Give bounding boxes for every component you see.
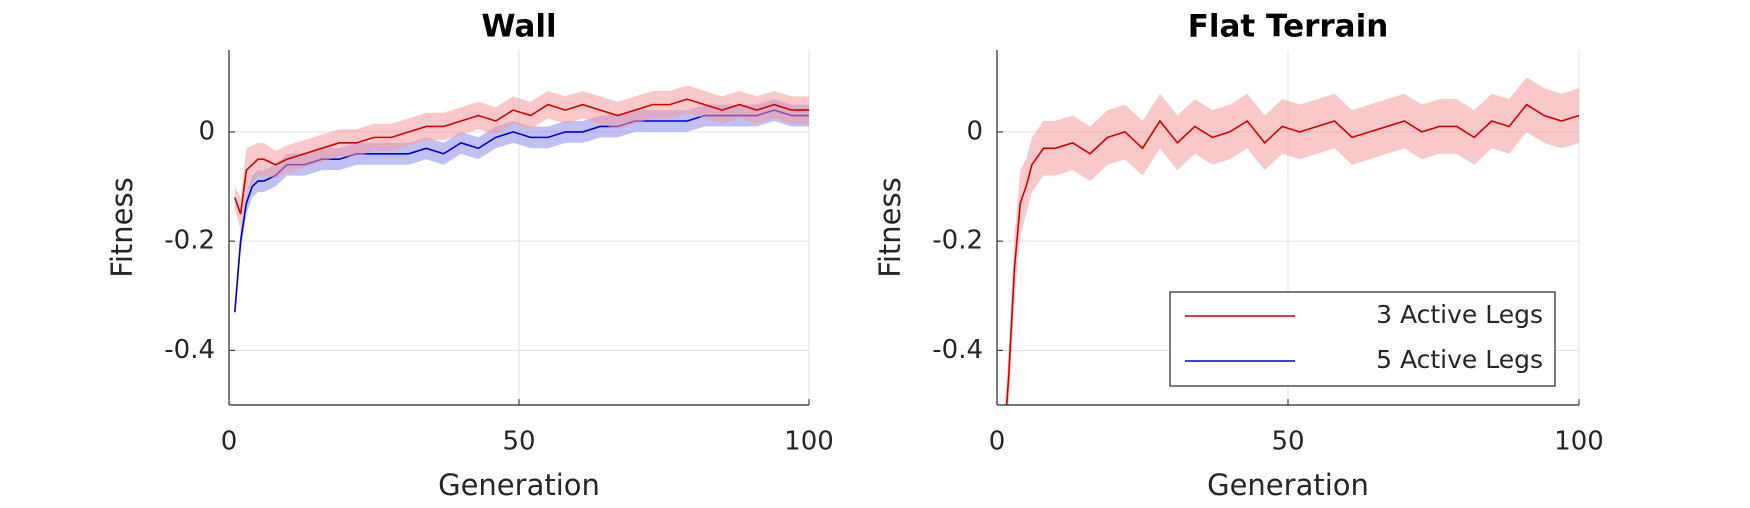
y-tick-label: -0.4 [932, 335, 983, 365]
x-axis-label: Generation [1207, 468, 1369, 502]
x-tick-label: 0 [221, 427, 238, 457]
y-axis-label: Fitness [105, 177, 139, 277]
legend-label: 3 Active Legs [1376, 300, 1543, 329]
y-tick-label: -0.2 [932, 226, 983, 256]
series-line [1005, 103, 1579, 405]
y-tick-label: -0.2 [164, 226, 215, 256]
plot-area [1005, 77, 1579, 405]
legend-label: 5 Active Legs [1376, 345, 1543, 374]
legend-box [1169, 291, 1556, 387]
series-line [234, 98, 809, 215]
x-tick-label: 100 [784, 427, 834, 457]
chart-title: Flat Terrain [1188, 9, 1389, 45]
x-tick-label: 50 [1271, 427, 1304, 457]
y-tick-label: -0.4 [164, 335, 215, 365]
error-band [1005, 77, 1579, 405]
x-tick-label: 50 [502, 427, 535, 457]
y-tick-label: 0 [966, 116, 983, 146]
error-band [234, 85, 809, 231]
y-tick-label: 0 [198, 116, 215, 146]
x-tick-label: 100 [1554, 427, 1604, 457]
y-axis-label: Fitness [873, 177, 907, 277]
plot-area [234, 85, 809, 318]
x-tick-label: 0 [989, 427, 1006, 457]
x-axis-label: Generation [438, 468, 600, 502]
chart-title: Wall [481, 9, 556, 45]
